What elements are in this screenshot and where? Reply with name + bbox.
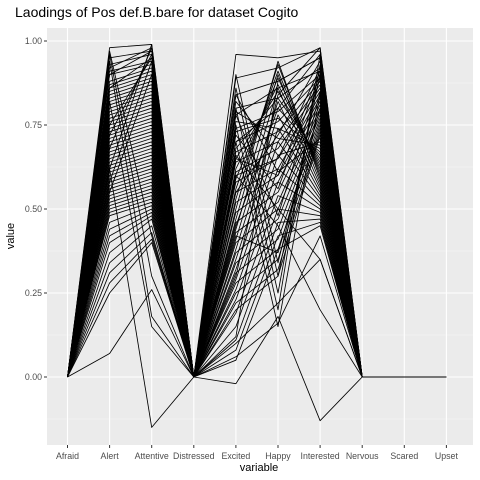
x-tick-label: Upset xyxy=(435,451,459,461)
y-axis-title: value xyxy=(5,223,17,249)
x-axis: Afraid Alert Attentive Distressed Excited Hap… xyxy=(56,445,458,461)
grid-minor xyxy=(47,82,473,420)
x-tick-label: Alert xyxy=(101,451,120,461)
x-tick-label: Interested xyxy=(301,451,340,461)
y-tick-label: 0.50 xyxy=(25,204,42,214)
x-tick-label: Happy xyxy=(265,451,291,461)
y-tick-label: 0.00 xyxy=(25,372,42,382)
x-tick-label: Distressed xyxy=(173,451,215,461)
y-tick-label: 1.00 xyxy=(25,36,42,46)
y-axis: 0.00 0.25 0.50 0.75 1.00 xyxy=(25,36,47,382)
series-line xyxy=(67,74,447,378)
x-tick-label: Excited xyxy=(221,451,250,461)
x-axis-title: variable xyxy=(240,462,279,474)
chart-title: Laodings of Pos def.B.bare for dataset C… xyxy=(15,4,299,20)
y-tick-label: 0.25 xyxy=(25,288,42,298)
x-tick-label: Nervous xyxy=(346,451,379,461)
x-tick-label: Afraid xyxy=(56,451,79,461)
series-lines xyxy=(67,43,447,428)
x-tick-label: Attentive xyxy=(135,451,169,461)
y-tick-label: 0.75 xyxy=(25,120,42,130)
x-tick-label: Scared xyxy=(390,451,418,461)
